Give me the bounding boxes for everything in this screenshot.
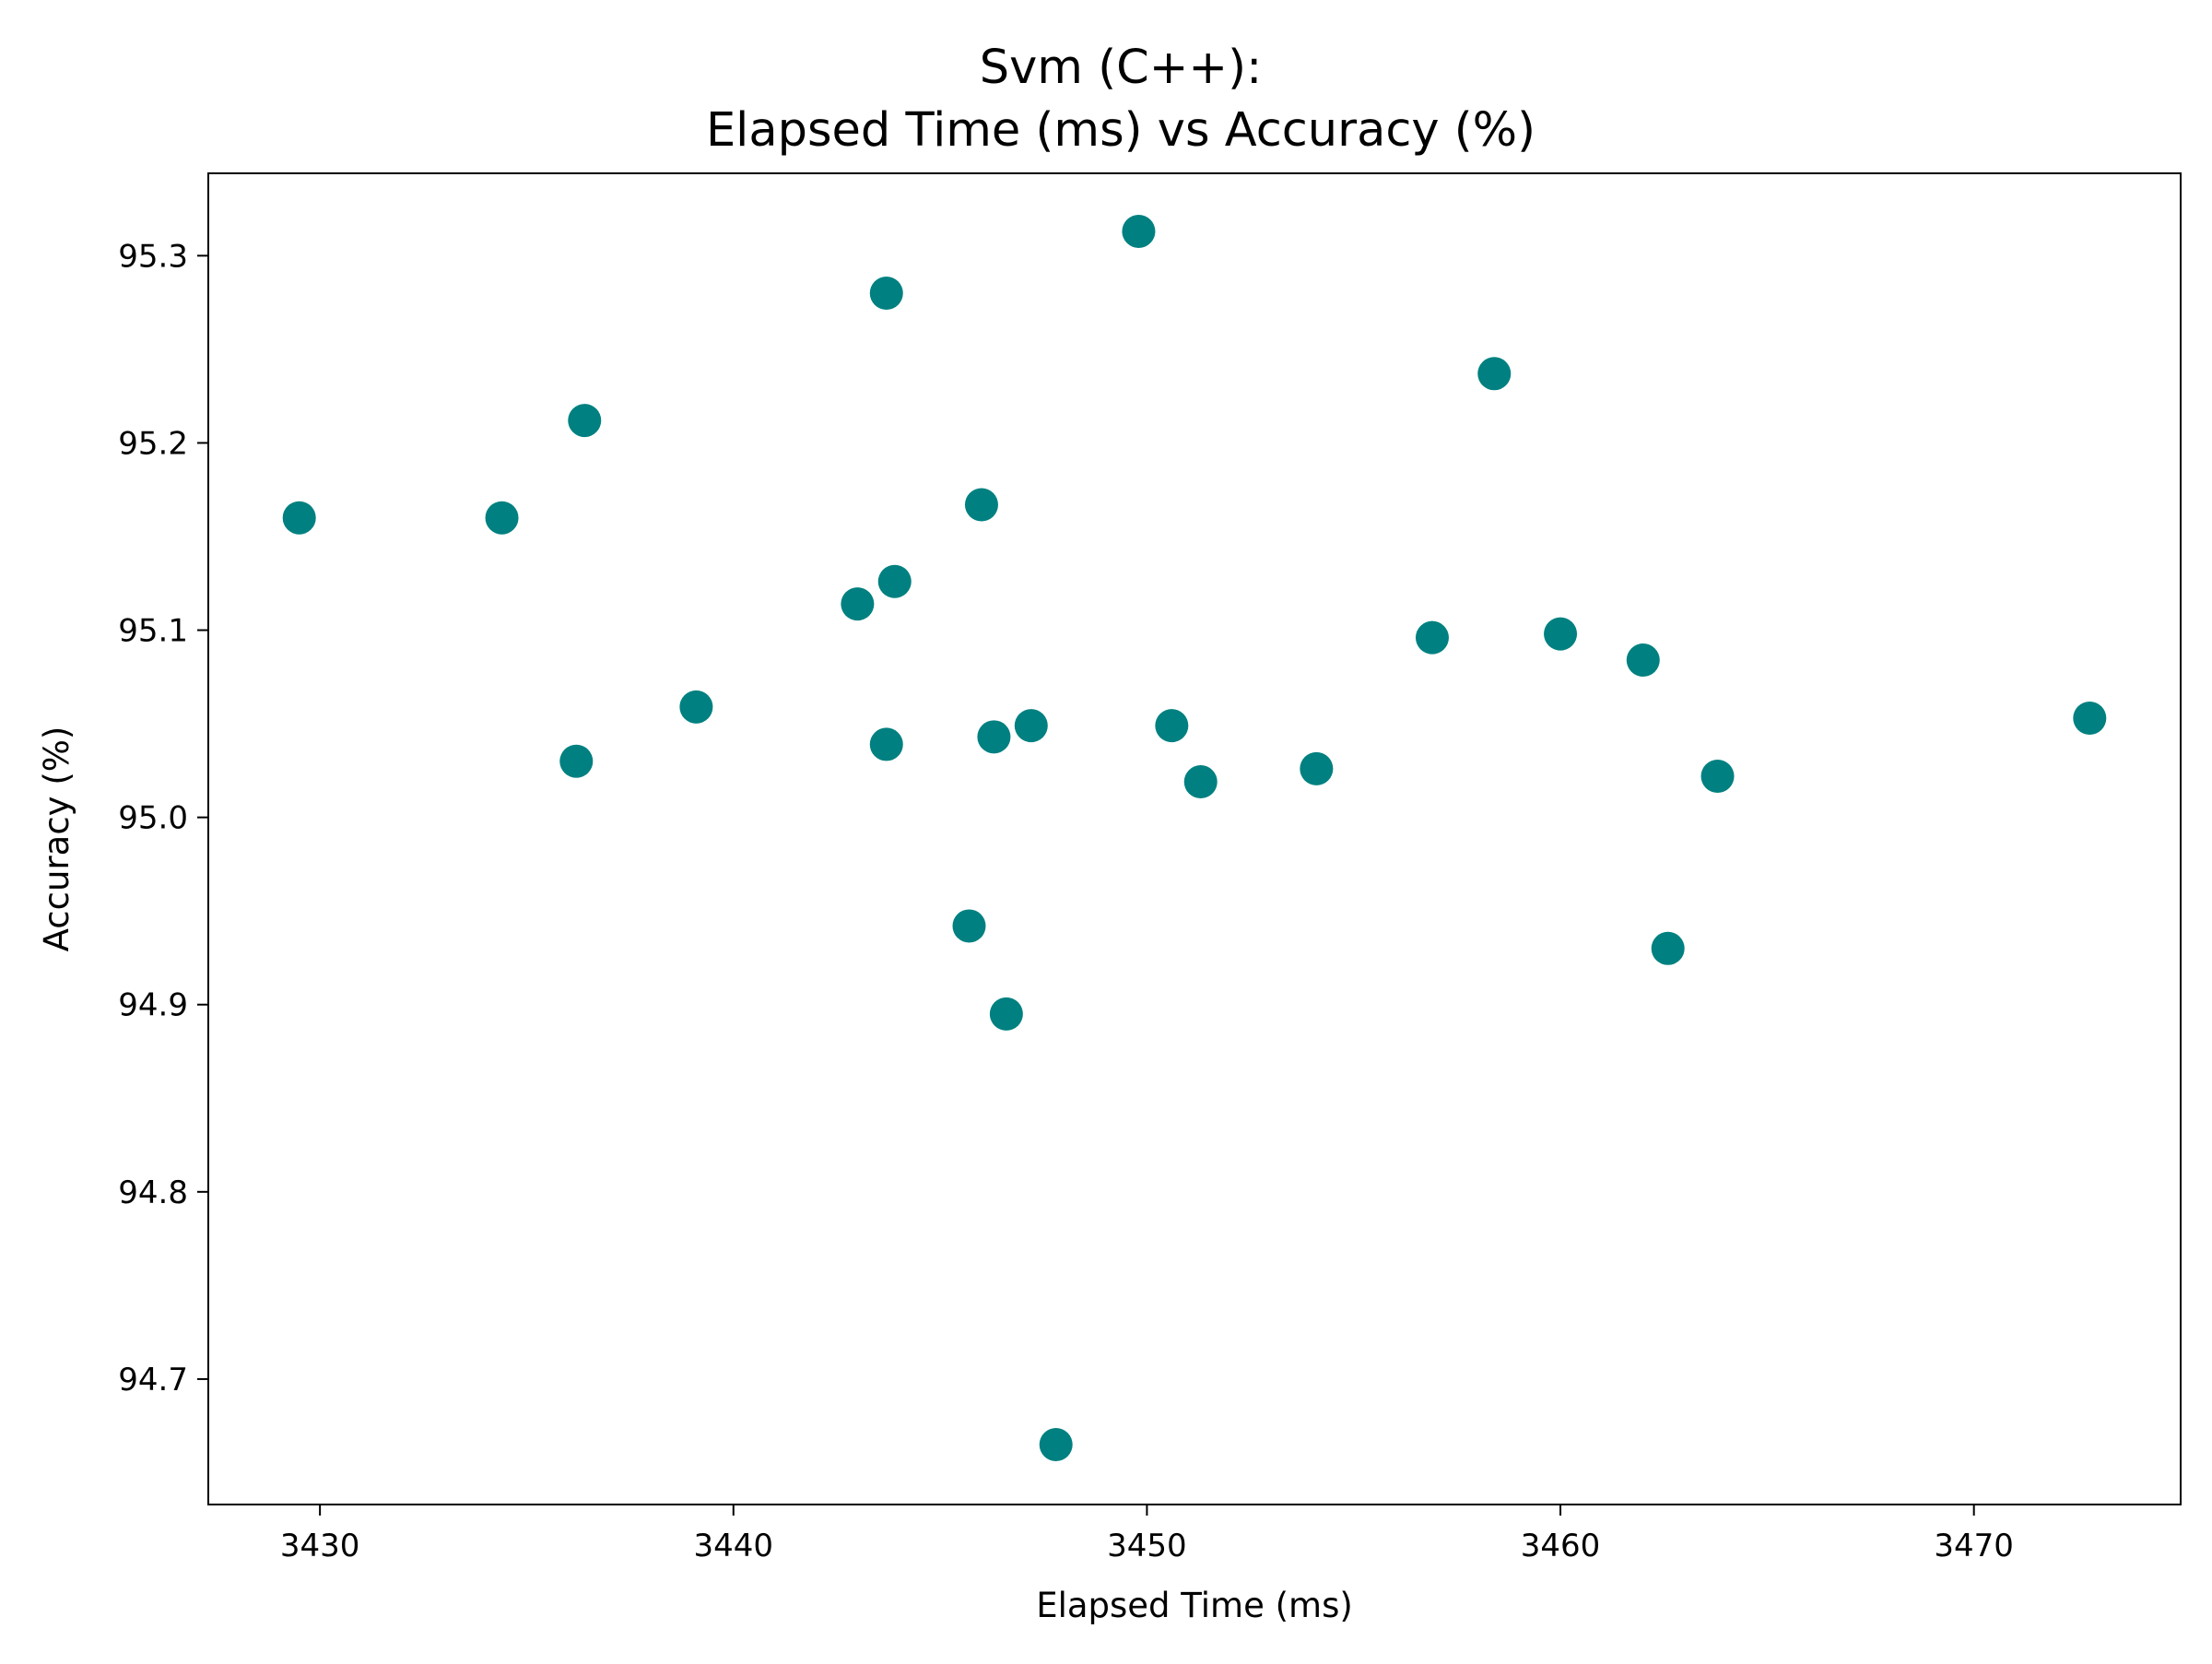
data-point: [841, 587, 875, 621]
data-point: [1183, 765, 1218, 799]
data-point: [679, 690, 713, 724]
data-point: [485, 501, 519, 535]
y-tick-label: 94.7: [118, 1362, 188, 1398]
data-point: [1014, 709, 1048, 743]
y-tick-label: 94.9: [118, 987, 188, 1024]
axis-ticks: 3430 3440 3450 3460 3470 94.7 94.8 94.9 95.0 95.1…: [118, 238, 2014, 1564]
x-tick-label: 3470: [1934, 1528, 2014, 1564]
data-point: [964, 488, 998, 522]
y-axis-label: Accuracy (%): [37, 726, 76, 952]
data-point: [1700, 759, 1735, 793]
data-point: [568, 404, 602, 438]
y-tick-label: 95.0: [118, 800, 188, 837]
data-point: [1651, 931, 1685, 965]
data-point: [1544, 617, 1578, 651]
data-point: [952, 909, 986, 943]
plot-area-frame: [207, 172, 2182, 1505]
data-point: [1039, 1428, 1073, 1462]
y-tick-label: 95.2: [118, 425, 188, 462]
data-point: [1300, 751, 1334, 785]
data-point: [869, 727, 903, 761]
y-tick-label: 95.1: [118, 613, 188, 650]
data-points: [282, 214, 2107, 1462]
data-point: [869, 276, 903, 310]
data-point: [989, 997, 1023, 1031]
x-tick-label: 3440: [694, 1528, 774, 1564]
data-point: [1477, 357, 1512, 391]
data-point: [1626, 643, 1660, 678]
x-axis-label: Elapsed Time (ms): [1036, 1586, 1353, 1625]
y-tick-label: 94.8: [118, 1174, 188, 1211]
data-point: [877, 564, 912, 598]
data-point: [559, 744, 594, 778]
data-point: [282, 501, 316, 535]
data-point: [1415, 620, 1449, 655]
data-point: [2073, 702, 2107, 736]
data-point: [1122, 214, 1156, 248]
y-tick-label: 95.3: [118, 238, 188, 275]
x-tick-label: 3450: [1107, 1528, 1187, 1564]
x-tick-label: 3430: [280, 1528, 360, 1564]
chart-title-line-2: Elapsed Time (ms) vs Accuracy (%): [706, 103, 1535, 158]
data-point: [977, 720, 1011, 754]
data-point: [1155, 709, 1189, 743]
chart-title-line-1: Svm (C++):: [980, 41, 1263, 95]
x-tick-label: 3460: [1521, 1528, 1601, 1564]
